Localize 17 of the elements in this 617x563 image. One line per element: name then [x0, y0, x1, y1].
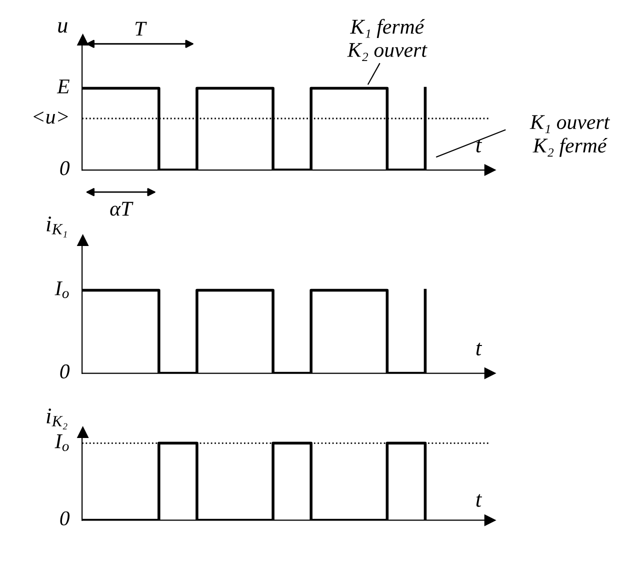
x-axis-title: t [476, 494, 482, 507]
text: K₁ ouvert K₂ fermé [530, 115, 610, 157]
x-axis-title: t [476, 140, 482, 153]
x-axis-title: t [476, 342, 482, 356]
annotation: I$_{o}$ [54, 281, 69, 298]
annotation: 0 [60, 161, 70, 176]
text: T [135, 22, 147, 36]
annotation: E [56, 80, 70, 94]
annotation: I$_{o}$ [54, 434, 69, 452]
text: αT [110, 202, 134, 216]
annotation: 0 [60, 364, 70, 378]
ref-line-label: <u> [34, 112, 68, 124]
text: K₁ fermé K₂ ouvert [347, 18, 428, 62]
y-axis-title: u [58, 22, 68, 33]
y-axis-title: i$_{K₂}$ [46, 408, 68, 430]
annotation: 0 [60, 511, 70, 526]
y-axis-title: i$_{K₁}$ [46, 216, 67, 238]
